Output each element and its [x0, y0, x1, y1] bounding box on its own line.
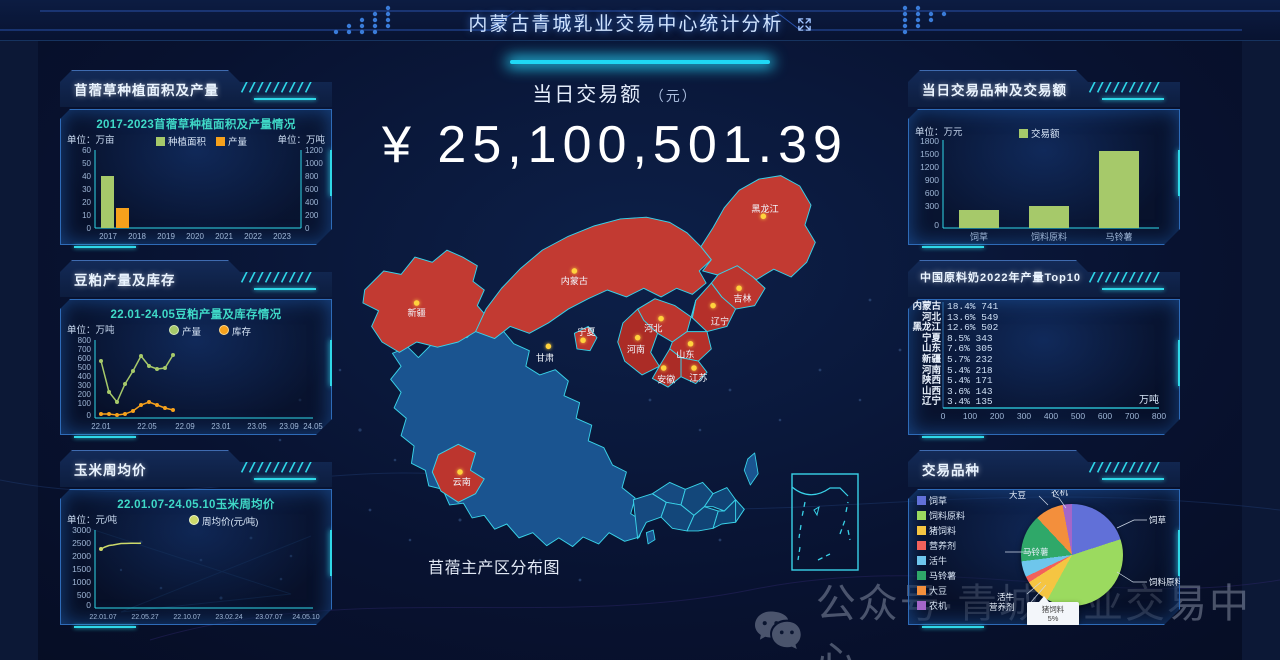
- svg-text:200: 200: [990, 411, 1004, 421]
- svg-text:23.07.07: 23.07.07: [255, 614, 282, 621]
- svg-text:800: 800: [1152, 411, 1166, 421]
- svg-text:活牛: 活牛: [997, 592, 1015, 602]
- svg-text:22.09: 22.09: [175, 422, 195, 431]
- svg-text:内蒙古: 内蒙古: [561, 275, 588, 286]
- svg-text:400: 400: [78, 372, 92, 381]
- svg-text:600: 600: [78, 354, 92, 363]
- svg-text:0: 0: [87, 411, 92, 420]
- svg-text:22.01.07: 22.01.07: [89, 614, 116, 621]
- svg-text:黑龙江: 黑龙江: [751, 203, 778, 214]
- svg-text:22.10.07: 22.10.07: [173, 614, 200, 621]
- svg-text:0: 0: [305, 224, 310, 233]
- svg-text:50: 50: [82, 159, 91, 168]
- svg-text:吉林: 吉林: [733, 292, 751, 303]
- svg-text:23.02.24: 23.02.24: [215, 614, 242, 621]
- svg-text:500: 500: [78, 363, 92, 372]
- svg-text:2500: 2500: [72, 538, 91, 548]
- svg-text:300: 300: [925, 201, 939, 211]
- svg-text:大豆: 大豆: [1009, 490, 1026, 500]
- svg-text:马铃薯: 马铃薯: [1105, 231, 1132, 242]
- svg-text:24.05: 24.05: [303, 422, 323, 431]
- svg-text:1200: 1200: [920, 162, 939, 172]
- svg-text:2021: 2021: [215, 232, 233, 241]
- svg-text:23.05: 23.05: [247, 422, 267, 431]
- svg-text:500: 500: [77, 590, 91, 600]
- svg-text:农机: 农机: [1051, 490, 1069, 497]
- svg-text:2022: 2022: [244, 232, 262, 241]
- svg-text:22.05.27: 22.05.27: [131, 614, 158, 621]
- svg-text:800: 800: [305, 172, 319, 181]
- svg-text:3000: 3000: [72, 525, 91, 535]
- svg-text:2019: 2019: [157, 232, 175, 241]
- svg-text:万吨: 万吨: [1139, 393, 1159, 406]
- svg-text:饲草: 饲草: [1149, 515, 1167, 525]
- svg-text:1000: 1000: [72, 577, 91, 587]
- svg-text:饲料原料: 饲料原料: [1149, 577, 1181, 587]
- svg-text:辽宁: 辽宁: [711, 316, 729, 327]
- svg-text:0: 0: [941, 411, 946, 421]
- svg-text:800: 800: [78, 336, 92, 345]
- svg-text:安徽: 安徽: [657, 374, 675, 385]
- svg-text:500: 500: [1071, 411, 1085, 421]
- svg-text:300: 300: [1017, 411, 1031, 421]
- svg-text:山东: 山东: [676, 349, 694, 360]
- svg-text:400: 400: [1044, 411, 1058, 421]
- svg-text:1500: 1500: [72, 564, 91, 574]
- svg-text:1200: 1200: [305, 146, 323, 155]
- svg-text:2000: 2000: [72, 551, 91, 561]
- svg-text:1500: 1500: [920, 149, 939, 159]
- svg-text:22.01: 22.01: [91, 422, 111, 431]
- svg-text:宁夏: 宁夏: [577, 326, 595, 337]
- svg-text:200: 200: [78, 390, 92, 399]
- svg-text:100: 100: [963, 411, 977, 421]
- svg-text:营养剂: 营养剂: [989, 602, 1015, 612]
- svg-text:60: 60: [82, 146, 91, 155]
- svg-text:100: 100: [78, 399, 92, 408]
- svg-text:河南: 河南: [627, 343, 645, 354]
- svg-text:0: 0: [87, 224, 92, 233]
- svg-text:200: 200: [305, 211, 319, 220]
- svg-text:河北: 河北: [644, 323, 662, 334]
- svg-text:饲料原料: 饲料原料: [1031, 231, 1067, 242]
- svg-text:30: 30: [82, 185, 91, 194]
- svg-text:300: 300: [78, 381, 92, 390]
- svg-text:22.05: 22.05: [137, 422, 157, 431]
- svg-text:23.01: 23.01: [211, 422, 231, 431]
- svg-text:20: 20: [82, 198, 91, 207]
- svg-text:1000: 1000: [305, 159, 323, 168]
- svg-text:600: 600: [925, 188, 939, 198]
- svg-text:2023: 2023: [273, 232, 291, 241]
- svg-text:0: 0: [86, 600, 91, 610]
- svg-text:400: 400: [305, 198, 319, 207]
- svg-text:700: 700: [78, 345, 92, 354]
- svg-text:新疆: 新疆: [408, 307, 426, 318]
- svg-text:600: 600: [305, 185, 319, 194]
- svg-text:2017: 2017: [99, 232, 117, 241]
- svg-text:2018: 2018: [128, 232, 146, 241]
- svg-text:40: 40: [82, 172, 91, 181]
- svg-text:900: 900: [925, 175, 939, 185]
- svg-text:10: 10: [82, 211, 91, 220]
- svg-text:甘肃: 甘肃: [536, 352, 554, 363]
- svg-text:24.05.10: 24.05.10: [292, 614, 319, 621]
- svg-text:2020: 2020: [186, 232, 204, 241]
- svg-text:600: 600: [1098, 411, 1112, 421]
- svg-text:江苏: 江苏: [689, 372, 707, 383]
- svg-text:0: 0: [934, 220, 939, 230]
- svg-text:饲草: 饲草: [970, 231, 988, 242]
- svg-text:700: 700: [1125, 411, 1139, 421]
- svg-text:云南: 云南: [453, 476, 471, 487]
- svg-text:1800: 1800: [920, 136, 939, 146]
- svg-text:23.09: 23.09: [279, 422, 299, 431]
